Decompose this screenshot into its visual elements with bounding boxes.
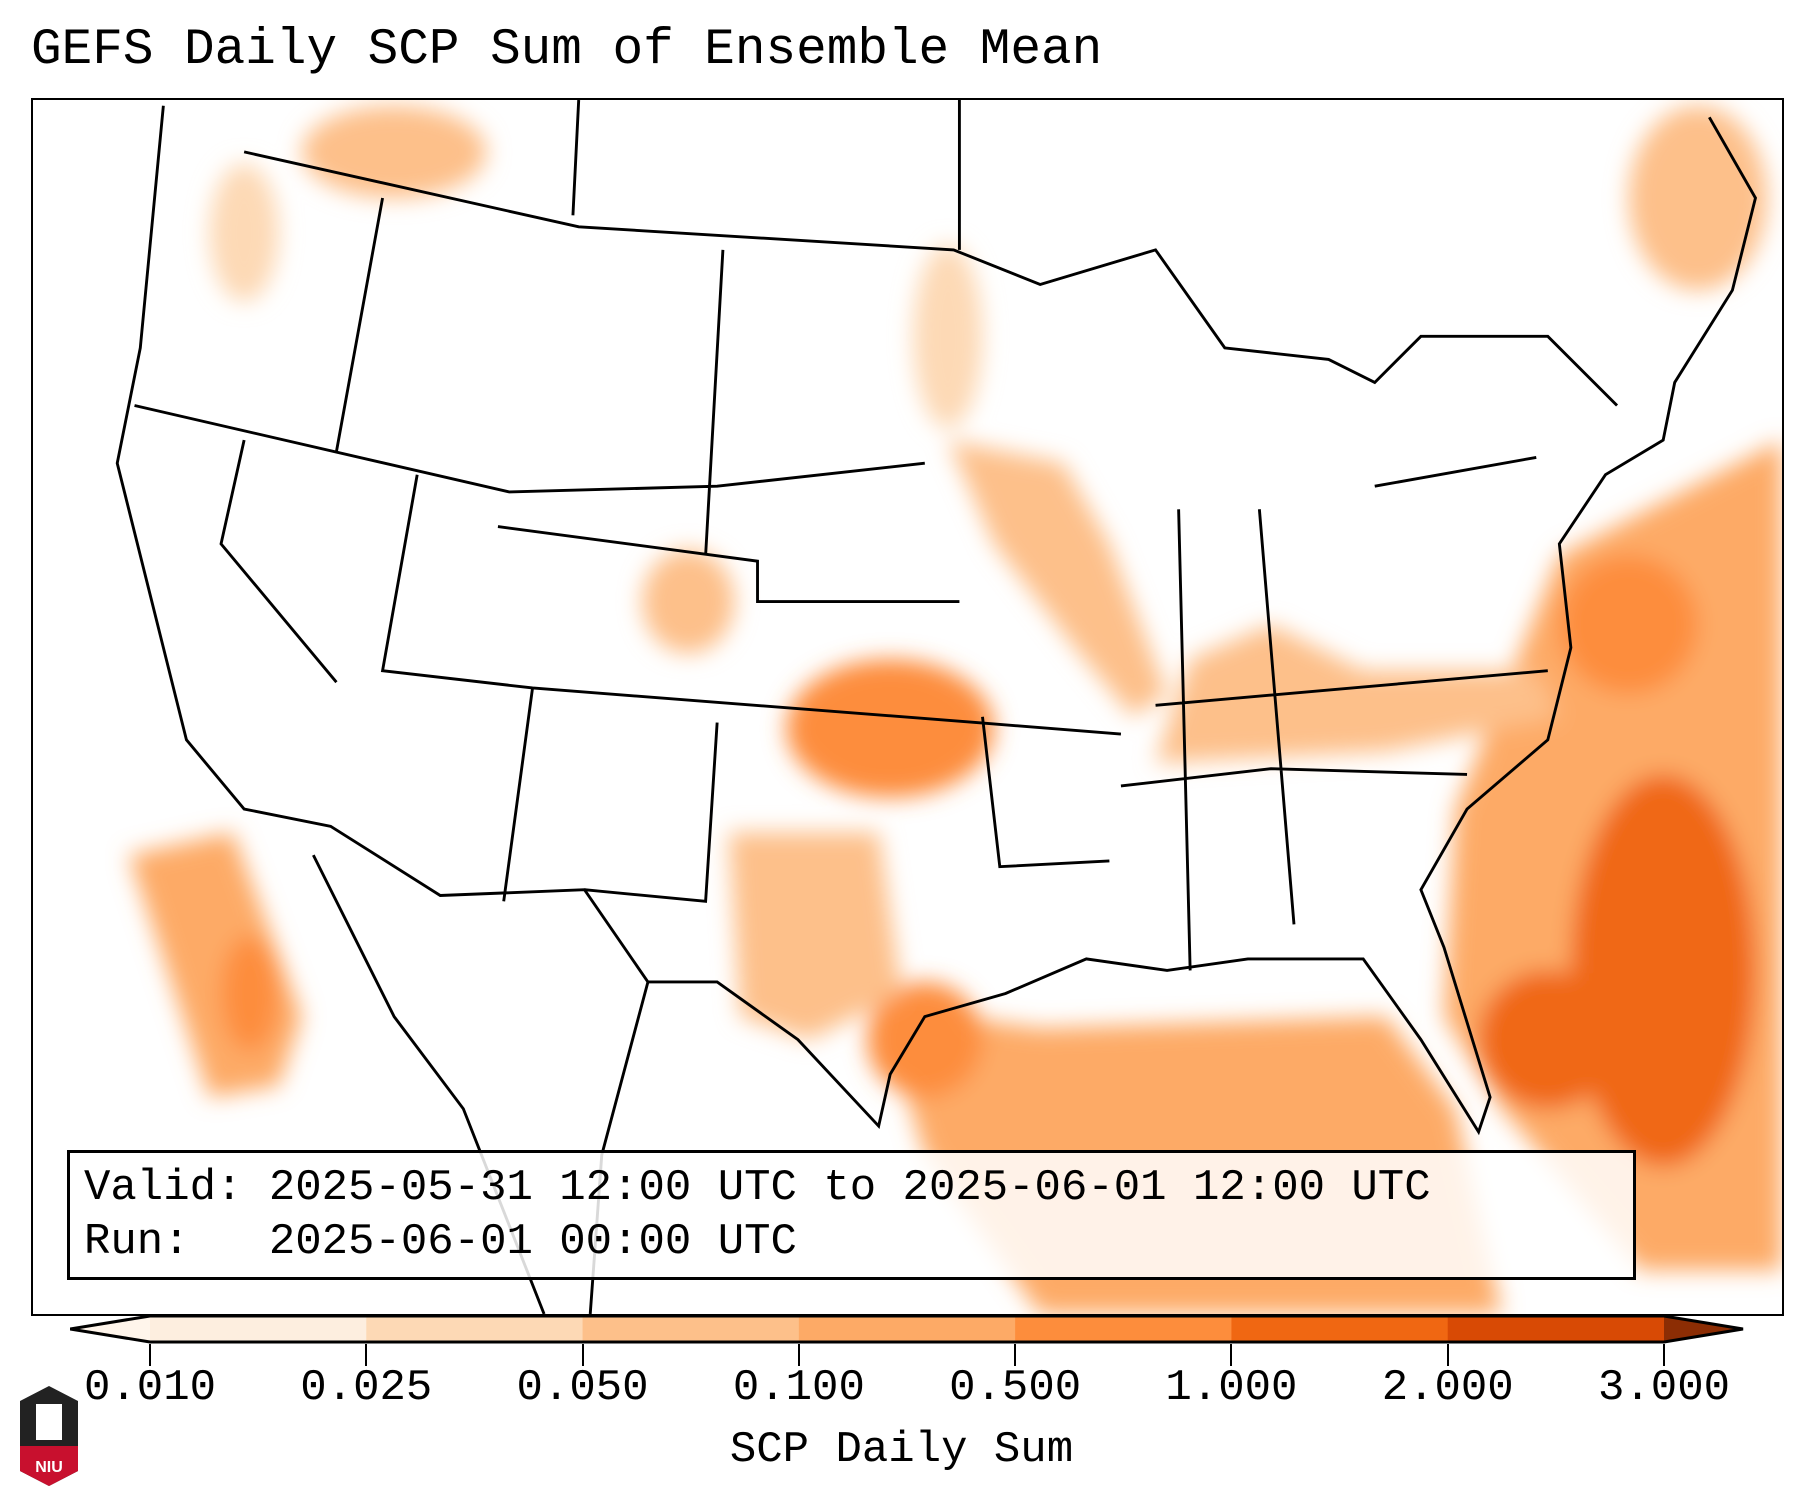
scp-baja-core xyxy=(221,935,279,1052)
scp-texas-coast xyxy=(867,981,983,1098)
state-lines xyxy=(134,100,1548,971)
scp-baja xyxy=(128,832,302,1098)
colorbar-segment xyxy=(582,1316,800,1342)
colorbar-tick xyxy=(1230,1344,1233,1366)
run-time-text: Run: 2025-06-01 00:00 UTC xyxy=(84,1217,797,1267)
niu-logo: NIU xyxy=(20,1386,78,1486)
colorbar-tick-label: 0.010 xyxy=(83,1363,217,1413)
colorbar xyxy=(70,1314,1744,1344)
scp-ne xyxy=(1628,105,1768,291)
colorbar-tick xyxy=(1446,1344,1449,1366)
chart-title: GEFS Daily SCP Sum of Ensemble Mean xyxy=(31,22,1103,79)
colorbar-label: SCP Daily Sum xyxy=(729,1425,1074,1475)
colorbar-tick-label: 0.100 xyxy=(732,1363,865,1413)
scp-field xyxy=(128,105,1782,1314)
scp-pnw2 xyxy=(209,163,279,302)
colorbar-segment xyxy=(1231,1316,1449,1342)
colorbar-extend-max xyxy=(1664,1316,1743,1342)
map-panel xyxy=(31,98,1784,1316)
colorbar-tick xyxy=(1014,1344,1017,1366)
colorbar-segment xyxy=(1447,1316,1665,1342)
colorbar-tick-label: 0.050 xyxy=(516,1363,649,1413)
colorbar-segment xyxy=(150,1316,368,1342)
colorbar-segment xyxy=(798,1316,1017,1342)
colorbar-extend-min xyxy=(70,1316,150,1342)
valid-time-text: Valid: 2025-05-31 12:00 UTC to 2025-06-0… xyxy=(84,1163,1431,1213)
us-outline xyxy=(115,105,1758,1136)
valid-run-info-box: Valid: 2025-05-31 12:00 UTC to 2025-06-0… xyxy=(67,1150,1636,1280)
colorbar-segment xyxy=(1015,1316,1233,1342)
map-svg xyxy=(115,100,1782,1314)
colorbar-tick xyxy=(1663,1344,1665,1366)
scp-colorado xyxy=(642,549,735,654)
colorbar-tick-label: 3.000 xyxy=(1597,1363,1731,1413)
scp-dakotas xyxy=(913,244,983,429)
svg-text:NIU: NIU xyxy=(35,1459,63,1476)
colorbar-tick xyxy=(581,1344,584,1366)
colorbar-tick xyxy=(365,1344,368,1366)
colorbar-tick xyxy=(149,1344,151,1366)
colorbar-tick-label: 1.000 xyxy=(1165,1363,1298,1413)
colorbar-tick-label: 2.000 xyxy=(1381,1363,1514,1413)
scp-midwest xyxy=(947,440,1168,717)
scp-bahamas xyxy=(1478,970,1618,1109)
scp-atlantic-n xyxy=(1559,555,1698,694)
colorbar-tick-label: 0.025 xyxy=(300,1363,433,1413)
colorbar-segment xyxy=(366,1316,584,1342)
scp-atlantic-core xyxy=(1570,774,1756,1167)
scp-texas xyxy=(728,832,902,1040)
scp-ohio-valley xyxy=(1155,624,1560,763)
canada-border xyxy=(243,150,1619,407)
colorbar-tick xyxy=(797,1344,800,1366)
colorbar-tick-label: 0.500 xyxy=(949,1363,1082,1413)
scp-oklahoma xyxy=(786,659,995,798)
